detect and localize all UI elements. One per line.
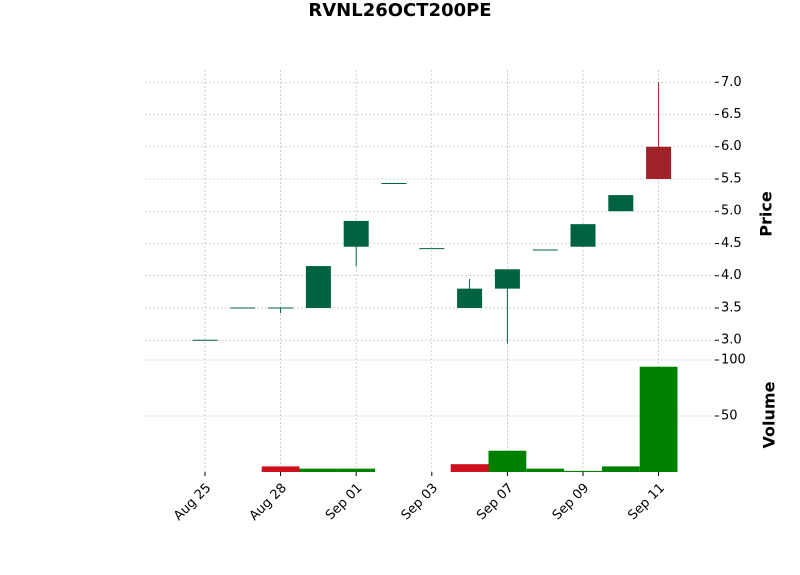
- volume-bar: [261, 466, 300, 472]
- x-tick-label: Aug 25: [171, 481, 214, 524]
- y-tick-label: 6.5: [721, 107, 742, 122]
- volume-bar: [526, 468, 565, 472]
- y-tick-label: 6.0: [721, 139, 742, 154]
- x-tick-label: Sep 11: [625, 481, 668, 524]
- candle-body: [494, 269, 520, 289]
- x-tick-label: Sep 09: [550, 481, 593, 524]
- candle-body: [457, 288, 483, 308]
- volume-bar: [601, 466, 640, 472]
- y-tick-label: 5.5: [721, 171, 742, 186]
- x-tick-label: Sep 03: [399, 481, 442, 524]
- volume-bar: [488, 450, 527, 472]
- y-tick-label: 7.0: [721, 75, 742, 90]
- volume-bar: [639, 366, 678, 472]
- x-tick-label: Aug 28: [247, 481, 290, 524]
- y-tick-label: 4.5: [721, 236, 742, 251]
- x-tick-label: Sep 01: [323, 481, 366, 524]
- candle-body: [608, 195, 634, 212]
- candle-body: [646, 146, 672, 179]
- volume-tick-label: 50: [721, 409, 738, 424]
- candle-body: [305, 266, 331, 308]
- y-axis-label: Price: [757, 191, 776, 237]
- y-tick-label: 4.0: [721, 268, 742, 283]
- x-tick-label: Sep 07: [474, 481, 517, 524]
- volume-bar: [564, 470, 602, 472]
- y-tick-label: 3.5: [721, 300, 742, 315]
- candle-body: [343, 220, 369, 247]
- chart-title: RVNL26OCT200PE: [308, 0, 491, 21]
- volume-bar: [299, 468, 338, 472]
- volume-tick-label: 100: [721, 353, 746, 368]
- candle-body: [570, 224, 596, 247]
- y-tick-label: 3.0: [721, 333, 742, 348]
- y-tick-label: 5.0: [721, 204, 742, 219]
- volume-bar: [450, 464, 489, 472]
- volume-axis-label: Volume: [760, 381, 779, 448]
- volume-bar: [337, 468, 376, 472]
